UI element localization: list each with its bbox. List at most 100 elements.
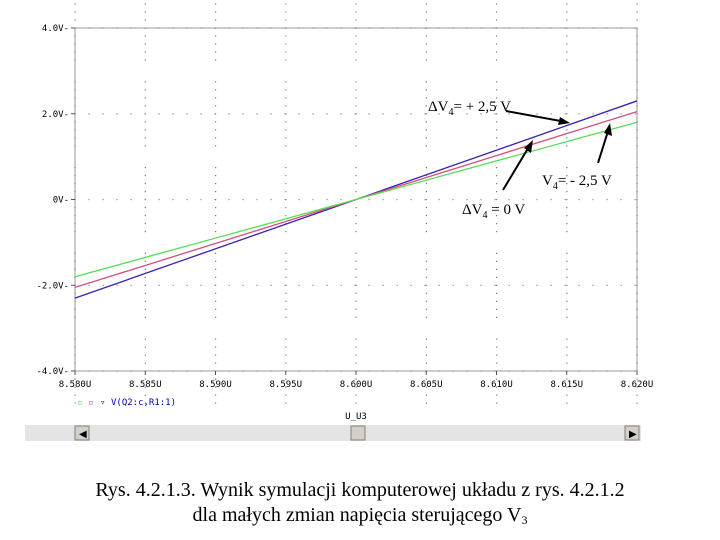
grid-dot xyxy=(355,276,357,278)
grid-dot xyxy=(566,292,568,294)
grid-dot xyxy=(340,370,342,372)
grid-dot xyxy=(88,199,90,201)
horizontal-scrollbar[interactable]: ◀ ▶ xyxy=(25,425,641,441)
grid-dot xyxy=(636,167,638,169)
grid-dot xyxy=(355,308,357,310)
grid-dot xyxy=(496,292,498,294)
grid-dot xyxy=(326,199,328,201)
grid-dot xyxy=(566,43,568,45)
grid-dot xyxy=(634,284,636,286)
grid-dot xyxy=(452,199,454,201)
grid-dot xyxy=(425,3,427,5)
grid-dot xyxy=(74,191,76,193)
grid-dot xyxy=(636,97,638,99)
grid-dot xyxy=(284,113,286,115)
grid-dot xyxy=(496,346,498,348)
grid-dot xyxy=(466,370,468,372)
grid-dot xyxy=(74,27,76,29)
grid-dot xyxy=(285,175,287,177)
grid-dot xyxy=(285,191,287,193)
grid-dot xyxy=(285,43,287,45)
grid-dot xyxy=(130,284,132,286)
grid-dot xyxy=(284,370,286,372)
grid-dot xyxy=(74,3,76,5)
grid-dot xyxy=(425,121,427,123)
grid-dot xyxy=(172,113,174,115)
grid-dot xyxy=(522,199,524,201)
grid-dot xyxy=(144,27,146,29)
grid-dot xyxy=(496,199,498,201)
grid-dot xyxy=(496,121,498,123)
grid-dot xyxy=(425,268,427,270)
grid-dot xyxy=(578,284,580,286)
grid-dot xyxy=(410,284,412,286)
grid-dot xyxy=(215,268,217,270)
grid-dot xyxy=(425,252,427,254)
grid-dot xyxy=(285,260,287,262)
grid-dot xyxy=(144,292,146,294)
grid-dot xyxy=(74,97,76,99)
grid-dot xyxy=(74,129,76,131)
scroll-left-button[interactable] xyxy=(74,425,90,441)
grid-dot xyxy=(620,113,622,115)
scroll-thumb[interactable] xyxy=(350,425,366,441)
grid-dot xyxy=(355,3,357,5)
grid-dot xyxy=(74,338,76,340)
annot-zero-arrow xyxy=(502,144,531,191)
grid-dot xyxy=(496,59,498,61)
grid-dot xyxy=(636,386,638,388)
grid-dot xyxy=(410,113,412,115)
grid-dot xyxy=(564,370,566,372)
grid-dot xyxy=(636,89,638,91)
grid-dot xyxy=(566,183,568,185)
grid-dot xyxy=(424,27,426,29)
grid-dot xyxy=(298,284,300,286)
grid-dot xyxy=(425,43,427,45)
grid-dot xyxy=(326,284,328,286)
annotation-plus: ΔV4= + 2,5 V xyxy=(428,99,570,125)
grid-dot xyxy=(102,284,104,286)
grid-dot xyxy=(496,338,498,340)
grid-dot xyxy=(496,27,498,29)
grid-dot xyxy=(620,370,622,372)
grid-dot xyxy=(285,11,287,13)
grid-dot xyxy=(74,394,76,396)
grid-dot xyxy=(200,113,202,115)
scrollbar-track[interactable] xyxy=(25,425,641,441)
grid-dot xyxy=(285,183,287,185)
grid-dot xyxy=(425,35,427,37)
grid-dot xyxy=(496,19,498,21)
grid-dot xyxy=(354,284,356,286)
grid-dot xyxy=(214,199,216,201)
grid-dot xyxy=(578,113,580,115)
grid-dot xyxy=(285,268,287,270)
grid-dot xyxy=(256,199,258,201)
grid-dot xyxy=(355,175,357,177)
grid-dot xyxy=(144,105,146,107)
grid-dot xyxy=(285,51,287,53)
grid-dot xyxy=(636,59,638,61)
grid-dot xyxy=(566,89,568,91)
grid-dot xyxy=(438,284,440,286)
grid-dot xyxy=(368,113,370,115)
grid-dot xyxy=(285,97,287,99)
grid-dot xyxy=(215,121,217,123)
grid-dot xyxy=(215,362,217,364)
scroll-right-button[interactable] xyxy=(624,425,640,441)
grid-dot xyxy=(74,207,76,209)
legend-label: V(Q2:c,R1:1) xyxy=(111,398,176,408)
x-tick-label: 8.595U xyxy=(269,380,302,390)
grid-dot xyxy=(425,59,427,61)
grid-dot xyxy=(285,386,287,388)
grid-dot xyxy=(508,113,510,115)
legend-marker-blue: ▿ xyxy=(100,398,105,408)
grid-dot xyxy=(200,284,202,286)
grid-dot xyxy=(312,27,314,29)
grid-dot xyxy=(298,27,300,29)
grid-dot xyxy=(158,284,160,286)
grid-dot xyxy=(355,378,357,380)
grid-dot xyxy=(144,268,146,270)
grid-dot xyxy=(228,113,230,115)
grid-dot xyxy=(144,175,146,177)
grid-dot xyxy=(566,191,568,193)
